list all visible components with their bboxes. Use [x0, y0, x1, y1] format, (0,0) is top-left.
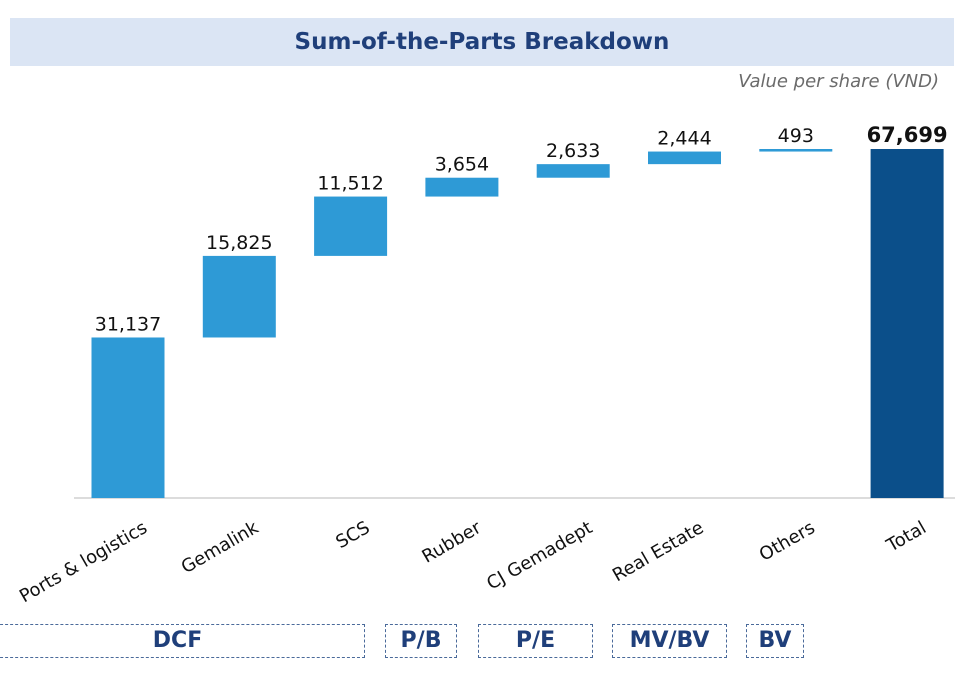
- bar-0: [91, 337, 165, 498]
- data-label: 493: [778, 125, 814, 147]
- method-label: BV: [758, 628, 792, 653]
- method-label: P/B: [400, 628, 442, 653]
- method-box-pe: P/E: [478, 624, 593, 658]
- x-tick-label: Ports & logistics: [16, 517, 151, 607]
- x-tick-label: Total: [882, 517, 930, 557]
- bar-1: [202, 255, 276, 338]
- data-label: 2,444: [657, 128, 711, 150]
- data-label: 15,825: [206, 232, 272, 254]
- method-box-dcf: DCF: [0, 624, 365, 658]
- bar-7: [870, 149, 944, 498]
- x-tick-label: Real Estate: [609, 517, 707, 586]
- data-label: 11,512: [317, 173, 383, 195]
- bar-6: [759, 149, 833, 152]
- chart-title: Sum-of-the-Parts Breakdown: [294, 29, 670, 55]
- x-tick-label: Gemalink: [178, 517, 263, 578]
- bar-3: [425, 177, 499, 197]
- method-box-mvbv: MV/BV: [612, 624, 727, 658]
- x-tick-label: Others: [756, 517, 819, 565]
- bar-5: [648, 151, 721, 165]
- data-label: 3,654: [435, 154, 489, 176]
- method-label: MV/BV: [629, 628, 710, 653]
- method-label: DCF: [152, 628, 203, 653]
- x-tick-label: SCS: [332, 517, 373, 553]
- method-box-pb: P/B: [385, 624, 457, 658]
- title-bar: Sum-of-the-Parts Breakdown: [10, 18, 954, 66]
- value-unit-label: Value per share (VND): [738, 71, 939, 92]
- bar-4: [536, 164, 610, 178]
- bar-2: [314, 196, 388, 256]
- x-tick-label: CJ Gemadept: [483, 517, 596, 594]
- x-tick-label: Rubber: [418, 517, 485, 568]
- data-label: 67,699: [867, 123, 948, 147]
- data-label: 31,137: [95, 313, 161, 335]
- method-label: P/E: [515, 628, 556, 653]
- method-box-bv: BV: [746, 624, 804, 658]
- data-label: 2,633: [546, 140, 600, 162]
